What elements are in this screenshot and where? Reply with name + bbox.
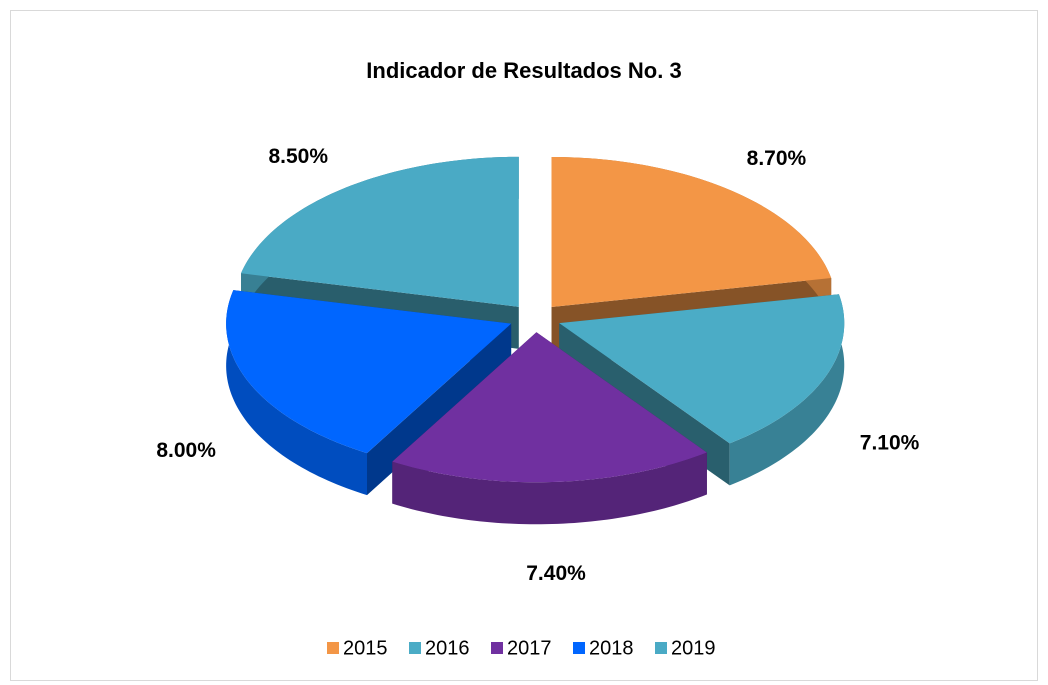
legend-label: 2017 [507,637,552,659]
data-label: 8.50% [268,145,328,168]
pie-slice [392,332,707,525]
data-label: 8.70% [747,147,807,170]
legend-swatch [409,642,421,654]
chart-title: Indicador de Resultados No. 3 [366,58,681,83]
slice-top [241,156,519,307]
slice-top [226,290,512,454]
legend-swatch [327,642,339,654]
legend-swatch [655,642,667,654]
legend-label: 2016 [425,637,470,659]
data-label: 8.00% [156,439,216,462]
slice-wall [392,452,707,525]
data-label: 7.40% [526,562,586,585]
legend-swatch [491,642,503,654]
legend-label: 2019 [671,637,716,659]
slice-top [392,332,707,483]
data-label: 7.10% [860,431,920,454]
slice-top [559,294,845,444]
slice-wall [729,294,845,486]
slice-wall [226,290,368,496]
slice-top [551,156,832,307]
legend-label: 2018 [589,637,634,659]
legend-swatch [573,642,585,654]
legend-label: 2015 [343,637,388,659]
pie-slice [226,290,512,496]
